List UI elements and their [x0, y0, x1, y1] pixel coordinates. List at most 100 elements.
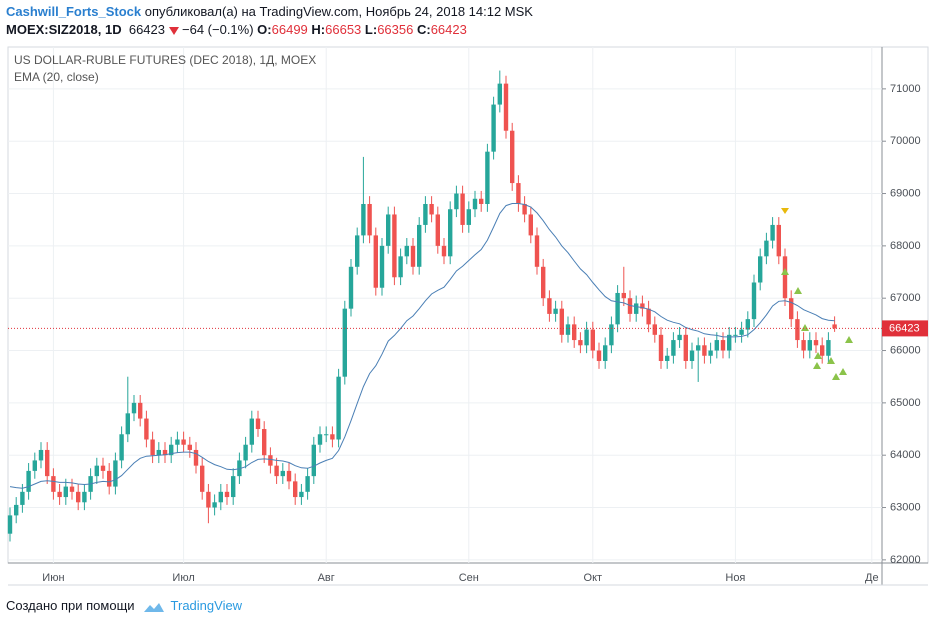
- candle-body: [503, 83, 509, 131]
- candle-body: [578, 340, 583, 346]
- candle-body: [702, 345, 707, 356]
- candle-body: [144, 418, 149, 440]
- chart-title: US DOLLAR-RUBLE FUTURES (DEC 2018), 1Д, …: [14, 53, 316, 67]
- candle-body: [745, 319, 750, 330]
- candle-body: [584, 329, 589, 346]
- candle-body: [491, 104, 496, 152]
- change: −64 (−0.1%): [182, 22, 254, 37]
- candle-body: [677, 334, 682, 341]
- candle-body: [671, 340, 676, 356]
- candle-body: [20, 491, 25, 505]
- x-tick-label: Июн: [42, 572, 64, 584]
- candle-body: [169, 444, 174, 456]
- candle-body: [764, 240, 769, 257]
- candle-body: [807, 340, 812, 351]
- ema-line: [9, 203, 835, 489]
- signal-up: [813, 362, 821, 369]
- candle-body: [26, 470, 31, 492]
- candle-body: [150, 439, 155, 456]
- candle-body: [125, 413, 130, 435]
- candle-body: [776, 224, 781, 257]
- candle-body: [417, 224, 422, 267]
- candle-body: [720, 340, 726, 351]
- candle-body: [795, 319, 800, 341]
- candle-body: [758, 256, 763, 283]
- candle-body: [665, 355, 670, 361]
- candle-body: [355, 235, 360, 267]
- candle-body: [336, 376, 341, 440]
- y-tick-label: 66000: [890, 344, 921, 356]
- close: 66423: [430, 22, 467, 37]
- candle-body: [565, 324, 571, 335]
- grid: [8, 47, 882, 563]
- candle-body: [510, 130, 515, 184]
- candle-body: [739, 329, 744, 335]
- candle-body: [708, 350, 713, 356]
- candle-body: [516, 183, 521, 204]
- candle-body: [348, 266, 354, 309]
- signal-up: [794, 287, 802, 294]
- x-tick-label: Окт: [584, 572, 603, 584]
- x-tick-label: Де: [865, 572, 879, 584]
- candle-body: [379, 245, 385, 288]
- candle-body: [751, 282, 757, 320]
- candle-body: [479, 198, 484, 204]
- candle-body: [770, 224, 775, 241]
- candle-body: [317, 434, 323, 445]
- candle-body: [696, 345, 701, 351]
- publish-line: Cashwill_Forts_Stock опубликовал(а) на T…: [6, 4, 533, 19]
- candle-body: [361, 203, 366, 236]
- last-price-label: 66423: [889, 322, 920, 334]
- candle-body: [113, 460, 118, 487]
- y-tick-label: 62000: [890, 554, 921, 566]
- candle-body: [404, 245, 409, 257]
- candle-body: [559, 308, 564, 335]
- candle-body: [547, 298, 552, 314]
- candle-body: [658, 334, 664, 361]
- candle-body: [727, 334, 732, 351]
- candle-body: [435, 214, 440, 246]
- candle-body: [497, 83, 502, 105]
- candle-body: [200, 465, 205, 492]
- candle-body: [714, 340, 719, 351]
- y-tick-label: 69000: [890, 187, 921, 199]
- candle-body: [367, 203, 372, 236]
- signal-up: [832, 373, 840, 380]
- candle-body: [485, 151, 490, 204]
- signal-up: [827, 357, 835, 364]
- candle-body: [590, 329, 595, 351]
- candle-body: [175, 439, 180, 445]
- candle-body: [832, 324, 837, 329]
- candle-body: [627, 298, 633, 314]
- y-tick-label: 64000: [890, 449, 921, 461]
- candle-body: [398, 256, 403, 278]
- candle-body: [187, 444, 192, 450]
- candle-body: [100, 465, 106, 471]
- candle-body: [7, 515, 13, 534]
- candle-body: [107, 470, 112, 487]
- candle-body: [162, 449, 168, 456]
- candle-body: [218, 491, 223, 503]
- signal-up: [814, 352, 822, 359]
- candle-body: [45, 449, 50, 477]
- candle-body: [460, 193, 465, 225]
- y-tick-label: 70000: [890, 135, 921, 147]
- candle-body: [472, 198, 478, 210]
- author[interactable]: Cashwill_Forts_Stock: [6, 4, 142, 19]
- y-tick-label: 68000: [890, 240, 921, 252]
- candle-body: [32, 460, 37, 471]
- signal-up: [801, 324, 809, 331]
- legend-entry: EMA (20, close): [14, 70, 99, 84]
- candle-body: [311, 444, 316, 477]
- candle-body: [789, 298, 794, 320]
- candle-body: [76, 491, 81, 503]
- candle-body: [689, 350, 695, 361]
- candle-body: [193, 449, 199, 466]
- candle-body: [63, 486, 68, 498]
- marks: [7, 70, 837, 542]
- brand[interactable]: TradingView: [170, 598, 243, 613]
- candle-body: [410, 245, 416, 267]
- candle-body: [206, 491, 211, 508]
- candle-body: [156, 449, 161, 456]
